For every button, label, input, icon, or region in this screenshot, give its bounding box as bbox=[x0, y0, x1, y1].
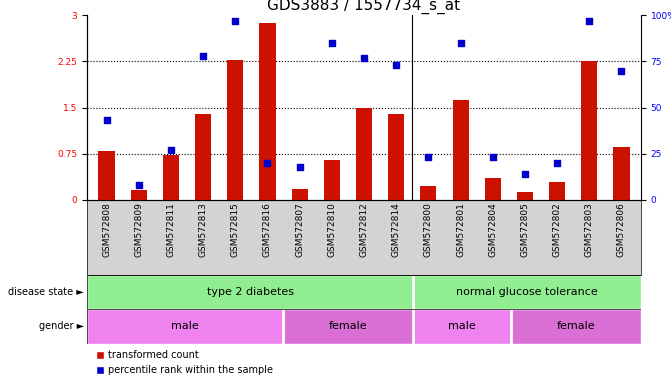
Text: female: female bbox=[328, 321, 367, 331]
Bar bbox=[484, 178, 501, 200]
Text: male: male bbox=[171, 321, 199, 331]
Point bbox=[455, 40, 466, 46]
Bar bbox=[282, 309, 413, 344]
Point bbox=[101, 118, 112, 124]
Point bbox=[230, 18, 241, 24]
Text: normal glucose tolerance: normal glucose tolerance bbox=[456, 287, 598, 297]
Bar bbox=[87, 275, 641, 309]
Title: GDS3883 / 1557734_s_at: GDS3883 / 1557734_s_at bbox=[268, 0, 460, 14]
Bar bbox=[131, 190, 147, 200]
Point bbox=[166, 147, 176, 153]
Point bbox=[519, 171, 530, 177]
Point bbox=[616, 68, 627, 74]
Bar bbox=[549, 182, 565, 200]
Bar bbox=[163, 156, 179, 200]
Point bbox=[262, 160, 273, 166]
Bar bbox=[99, 151, 115, 200]
Text: type 2 diabetes: type 2 diabetes bbox=[207, 287, 293, 297]
Bar bbox=[260, 23, 276, 200]
Point bbox=[487, 154, 498, 161]
Bar bbox=[87, 309, 641, 344]
Text: female: female bbox=[556, 321, 595, 331]
Bar bbox=[356, 108, 372, 200]
Bar bbox=[195, 114, 211, 200]
Point bbox=[391, 62, 401, 68]
Bar bbox=[413, 309, 511, 344]
Bar bbox=[324, 160, 340, 200]
Bar bbox=[292, 189, 308, 200]
Point bbox=[198, 53, 209, 59]
Point bbox=[423, 154, 433, 161]
Point bbox=[552, 160, 562, 166]
Bar bbox=[87, 309, 282, 344]
Text: male: male bbox=[448, 321, 476, 331]
Point bbox=[295, 164, 305, 170]
Point bbox=[327, 40, 338, 46]
Legend: transformed count, percentile rank within the sample: transformed count, percentile rank withi… bbox=[92, 346, 276, 379]
Text: gender ►: gender ► bbox=[39, 321, 84, 331]
Bar bbox=[517, 192, 533, 200]
Bar bbox=[613, 147, 629, 200]
Bar bbox=[511, 309, 641, 344]
Bar bbox=[413, 275, 641, 309]
Text: disease state ►: disease state ► bbox=[8, 287, 84, 297]
Point bbox=[134, 182, 144, 188]
Bar bbox=[452, 100, 468, 200]
Bar bbox=[227, 60, 244, 200]
Bar bbox=[581, 61, 597, 200]
Bar bbox=[388, 114, 404, 200]
Point bbox=[358, 55, 369, 61]
Bar bbox=[87, 275, 413, 309]
Point bbox=[584, 18, 595, 24]
Bar bbox=[420, 186, 436, 200]
